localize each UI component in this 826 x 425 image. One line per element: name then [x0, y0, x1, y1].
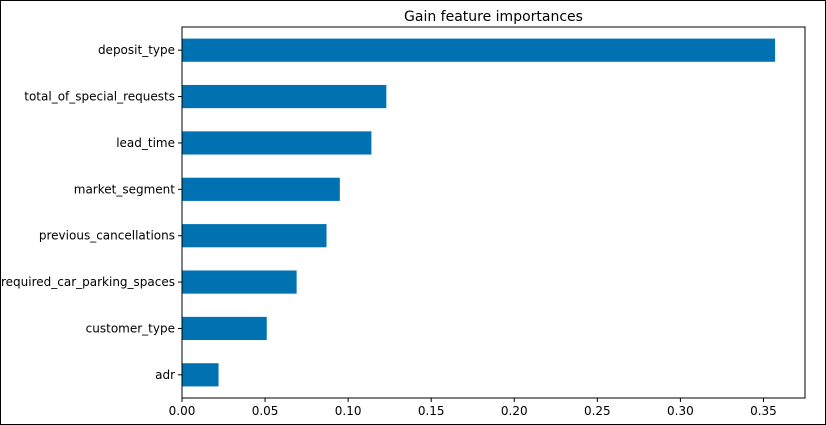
- y-tick-label: customer_type: [86, 321, 175, 335]
- x-tick-label: 0.00: [169, 404, 196, 418]
- x-tick-label: 0.10: [335, 404, 362, 418]
- x-tick-label: 0.35: [750, 404, 777, 418]
- y-tick-labels: deposit_type total_of_special_requestslea…: [1, 43, 175, 382]
- y-tick-label: previous_cancellations: [39, 229, 175, 243]
- bar-market-segment: [182, 177, 340, 201]
- axes-layer: [178, 26, 806, 402]
- y-tick-label: lead_time: [116, 136, 175, 150]
- bar-lead-time: [182, 131, 372, 155]
- bar-required-car-parking-spaces: [182, 270, 297, 294]
- chart-title: Gain feature importances: [404, 9, 583, 25]
- y-tick-label: total_of_special_requests: [24, 90, 175, 104]
- y-tick-label: adr: [155, 368, 175, 382]
- y-tick-label: required_car_parking_spaces: [1, 275, 175, 289]
- bar-adr: [182, 363, 219, 387]
- x-tick-label: 0.30: [667, 404, 694, 418]
- x-tick-label: 0.15: [418, 404, 445, 418]
- x-tick-label: 0.20: [501, 404, 528, 418]
- y-tick-label: market_segment: [74, 182, 176, 196]
- bar-previous-cancellations: [182, 224, 327, 248]
- x-tick-labels: 0.00 0.05 0.10 0.15 0.20 0.25 0.30 0.35: [169, 404, 777, 418]
- y-tick-label: deposit_type: [98, 43, 175, 57]
- bar-deposit-type: [182, 38, 776, 62]
- bar-total-of-special-requests: [182, 84, 387, 109]
- plot-area-border: [181, 26, 806, 399]
- bars-layer: [182, 38, 776, 387]
- x-tick-label: 0.25: [584, 404, 611, 418]
- x-tick-label: 0.05: [252, 404, 279, 418]
- bar-customer-type: [182, 316, 267, 341]
